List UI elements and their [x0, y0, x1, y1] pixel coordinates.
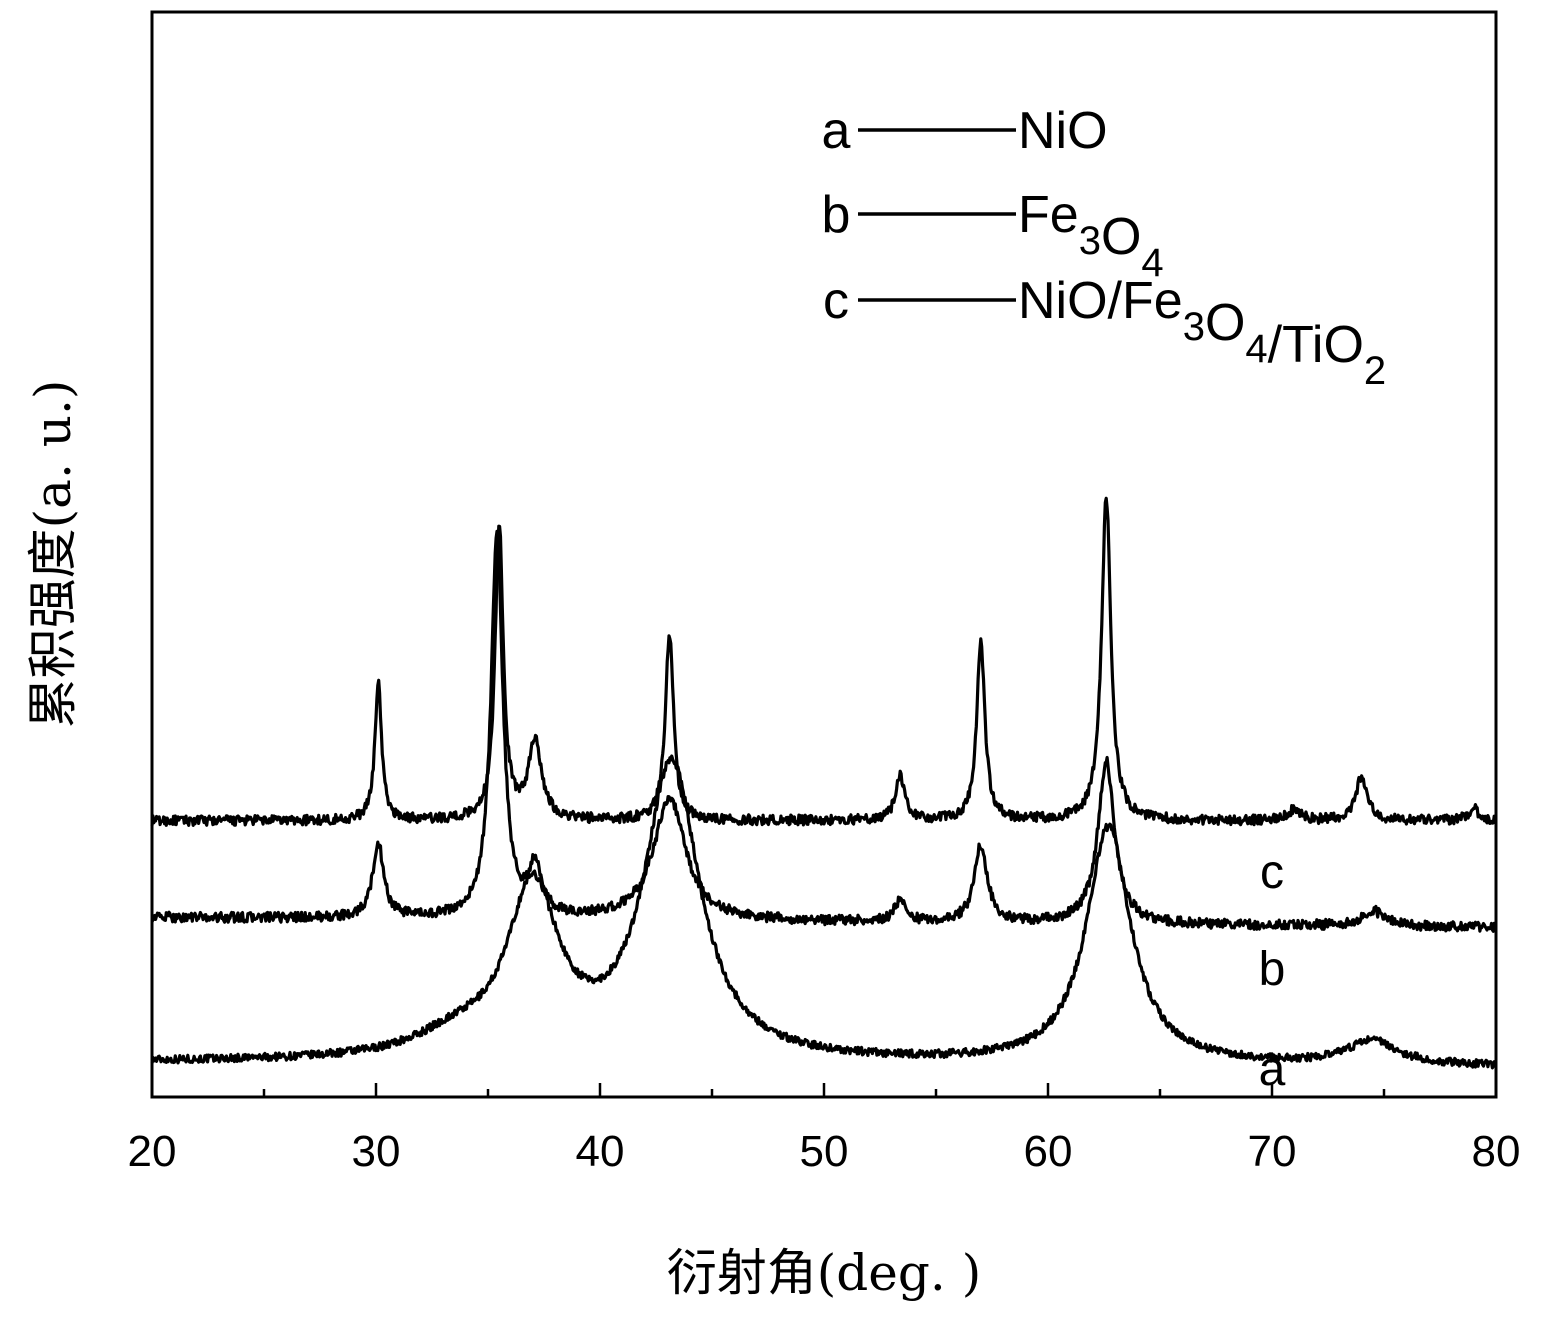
- plot-frame: [150, 10, 1498, 1099]
- x-tick-label: 20: [128, 1127, 177, 1176]
- x-tick-label: 30: [352, 1127, 401, 1176]
- legend-key-a: a: [822, 102, 851, 160]
- legend-label-c: NiO/Fe3O4/TiO2: [1018, 272, 1386, 393]
- x-axis-label: 衍射角(deg. ): [667, 1244, 981, 1302]
- legend-label-a: NiO: [1018, 102, 1108, 160]
- legend: a NiO b Fe3O4 c NiO/Fe3O4/TiO2: [822, 102, 1387, 393]
- x-axis-tick-labels: 20 30 40 50 60 70 80: [128, 1127, 1521, 1176]
- curve-label-c: c: [1260, 846, 1284, 899]
- x-tick-label: 60: [1024, 1127, 1073, 1176]
- legend-key-b: b: [822, 186, 851, 244]
- y-axis-label: 累积强度(a. u.): [24, 380, 82, 729]
- legend-key-c: c: [823, 272, 849, 330]
- x-tick-label: 40: [576, 1127, 625, 1176]
- x-tick-label: 80: [1472, 1127, 1521, 1176]
- curve-label-b: b: [1259, 943, 1286, 996]
- series-a-line: [150, 754, 1497, 1070]
- x-axis-ticks: [150, 1083, 1498, 1097]
- curve-labels: abc: [1259, 846, 1286, 1096]
- curve-label-a: a: [1259, 1043, 1286, 1096]
- series-group: [150, 496, 1498, 1070]
- series-c-line: [150, 529, 1498, 933]
- x-tick-label: 50: [800, 1127, 849, 1176]
- series-b-line: [150, 496, 1498, 828]
- legend-label-b: Fe3O4: [1018, 186, 1164, 285]
- x-tick-label: 70: [1248, 1127, 1297, 1176]
